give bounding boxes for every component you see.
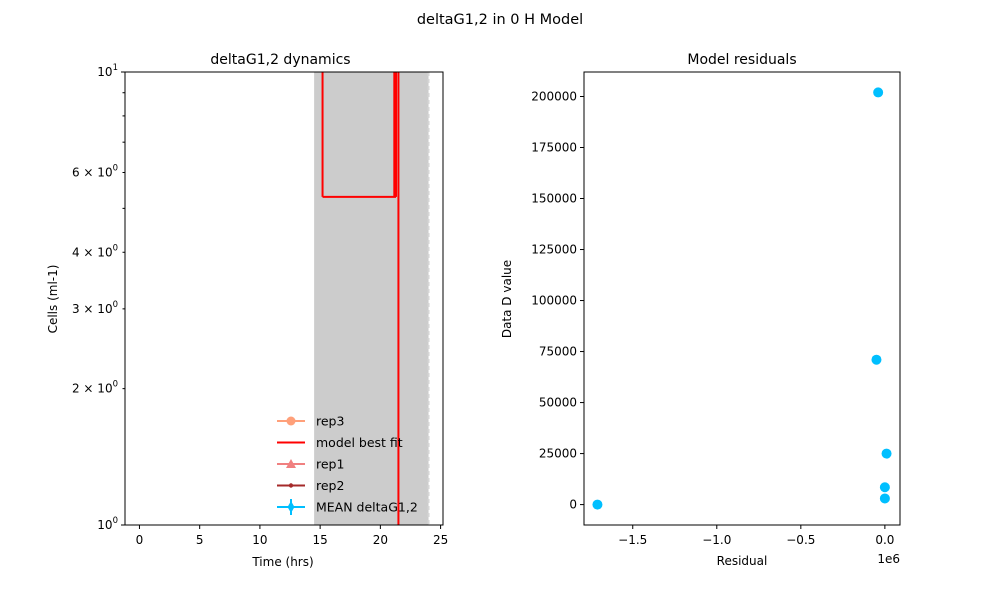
- dynamics-x-tick-label: 25: [433, 533, 448, 547]
- dynamics-x-tick-label: 20: [373, 533, 388, 547]
- legend-label: model best fit: [316, 435, 403, 450]
- dynamics-y-minor-tick-label: 3 × 100: [72, 300, 118, 316]
- residual-point: [879, 493, 890, 504]
- residuals-x-tick-label: −0.5: [786, 533, 815, 547]
- residual-point: [592, 499, 603, 510]
- legend-entry: MEAN deltaG1,2: [277, 499, 418, 515]
- residual-point: [881, 448, 892, 459]
- dynamics-x-tick-label: 5: [196, 533, 204, 547]
- dynamics-y-minor-tick-label: 2 × 100: [72, 380, 118, 396]
- residuals-x-offset-text: 1e6: [877, 552, 900, 566]
- residual-point: [871, 354, 882, 365]
- figure-title: deltaG1,2 in 0 H Model: [417, 12, 583, 28]
- residuals-y-tick-label: 100000: [531, 294, 577, 308]
- residuals-y-tick-label: 175000: [531, 141, 577, 155]
- legend-label: rep3: [316, 414, 344, 429]
- dynamics-x-tick-label: 10: [252, 533, 267, 547]
- legend-diamond-marker: [287, 501, 295, 513]
- legend-entry: rep3: [277, 414, 344, 429]
- legend-circle-marker: [286, 416, 296, 426]
- shaded-band: [314, 72, 429, 525]
- residuals-y-tick-label: 75000: [539, 345, 577, 359]
- residuals-x-axis-label: Residual: [717, 554, 768, 568]
- dynamics-y-tick-label: 101: [97, 63, 118, 79]
- residuals-y-tick-label: 200000: [531, 89, 577, 103]
- dynamics-y-minor-tick-label: 6 × 100: [72, 163, 118, 179]
- residuals-y-axis-label: Data D value: [500, 260, 514, 338]
- legend-triangle-marker: [286, 459, 296, 468]
- residuals-y-tick-label: 0: [569, 498, 577, 512]
- residuals-x-tick-label: 0.0: [875, 533, 894, 547]
- legend-label: rep2: [316, 478, 344, 493]
- residual-point: [879, 482, 890, 493]
- dynamics-y-tick-label: 100: [97, 516, 118, 532]
- dynamics-x-axis-label: Time (hrs): [251, 555, 313, 569]
- residuals-y-tick-label: 50000: [539, 396, 577, 410]
- legend-dot-marker: [288, 483, 294, 488]
- dynamics-axes-frame: [124, 71, 444, 526]
- legend-entry: rep1: [277, 457, 344, 472]
- residuals-y-tick-label: 25000: [539, 447, 577, 461]
- legend-entry: rep2: [277, 478, 344, 493]
- residuals-plot-title: Model residuals: [687, 52, 796, 68]
- dynamics-y-axis-label: Cells (ml-1): [46, 265, 60, 334]
- dynamics-plot-title: deltaG1,2 dynamics: [210, 52, 350, 68]
- residuals-x-tick-label: −1.0: [702, 533, 731, 547]
- residuals-axes-frame: [583, 71, 901, 526]
- residuals-plot: Model residuals Residual Data D value 1e…: [500, 52, 901, 568]
- residual-point: [873, 87, 884, 98]
- dynamics-x-tick-label: 0: [136, 533, 144, 547]
- dynamics-x-tick-label: 15: [312, 533, 327, 547]
- dynamics-plot: deltaG1,2 dynamics Time (hrs) Cells (ml-…: [46, 52, 448, 569]
- residuals-x-tick-label: −1.5: [618, 533, 647, 547]
- legend-label: MEAN deltaG1,2: [316, 500, 418, 515]
- residuals-y-tick-label: 150000: [531, 192, 577, 206]
- legend-entry: model best fit: [277, 435, 403, 450]
- legend-label: rep1: [316, 457, 344, 472]
- dynamics-y-minor-tick-label: 4 × 100: [72, 243, 118, 259]
- residuals-y-tick-label: 125000: [531, 243, 577, 257]
